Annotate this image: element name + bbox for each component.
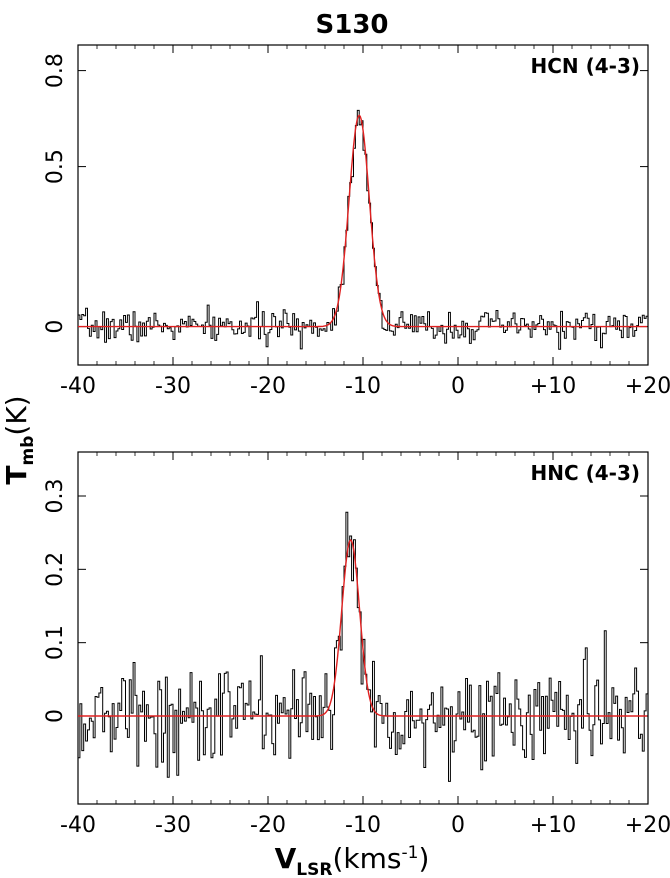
- x-axis-label: VLSR(kms-1): [275, 842, 430, 878]
- panel-hcn: -40 -30 -20 -10 0 +10 +20 0 0.5 0.8 HCN (4-3): [43, 44, 670, 399]
- x-tick-label: +10: [530, 374, 576, 399]
- x-tick-label: -30: [155, 374, 191, 399]
- panel-label: HCN (4-3): [530, 54, 640, 78]
- x-tick-label: -10: [345, 813, 381, 838]
- observed-spectrum: [78, 511, 648, 782]
- x-tick-label: +20: [625, 813, 670, 838]
- x-tick-label: -40: [60, 813, 96, 838]
- x-tick-label: 0: [451, 813, 465, 838]
- x-tick-label: 0: [451, 374, 465, 399]
- y-tick-label: 0.2: [43, 552, 68, 587]
- y-tick-label: 0.3: [43, 479, 68, 514]
- gaussian-fit: [78, 538, 648, 717]
- x-tick-label: -20: [250, 813, 286, 838]
- x-tick-label: +10: [530, 813, 576, 838]
- x-tick-label: -30: [155, 813, 191, 838]
- y-tick-label: 0.8: [43, 53, 68, 88]
- y-tick-label: 0: [43, 709, 68, 723]
- panel-label: HNC (4-3): [530, 461, 640, 485]
- x-tick-label: -40: [60, 374, 96, 399]
- y-tick-label: 0.1: [43, 625, 68, 660]
- gaussian-fit: [78, 114, 648, 328]
- panel-hnc: -40 -30 -20 -10 0 +10 +20 0 0.1 0.2 0.3 HNC (4-3): [43, 451, 670, 838]
- x-tick-label: -20: [250, 374, 286, 399]
- x-tick-label: -10: [345, 374, 381, 399]
- observed-spectrum: [78, 109, 648, 350]
- x-tick-label: +20: [625, 374, 670, 399]
- y-tick-label: 0.5: [43, 149, 68, 184]
- y-axis-label: Tmb(K): [0, 395, 38, 484]
- y-tick-label: 0: [43, 320, 68, 334]
- figure-title: S130: [316, 10, 389, 40]
